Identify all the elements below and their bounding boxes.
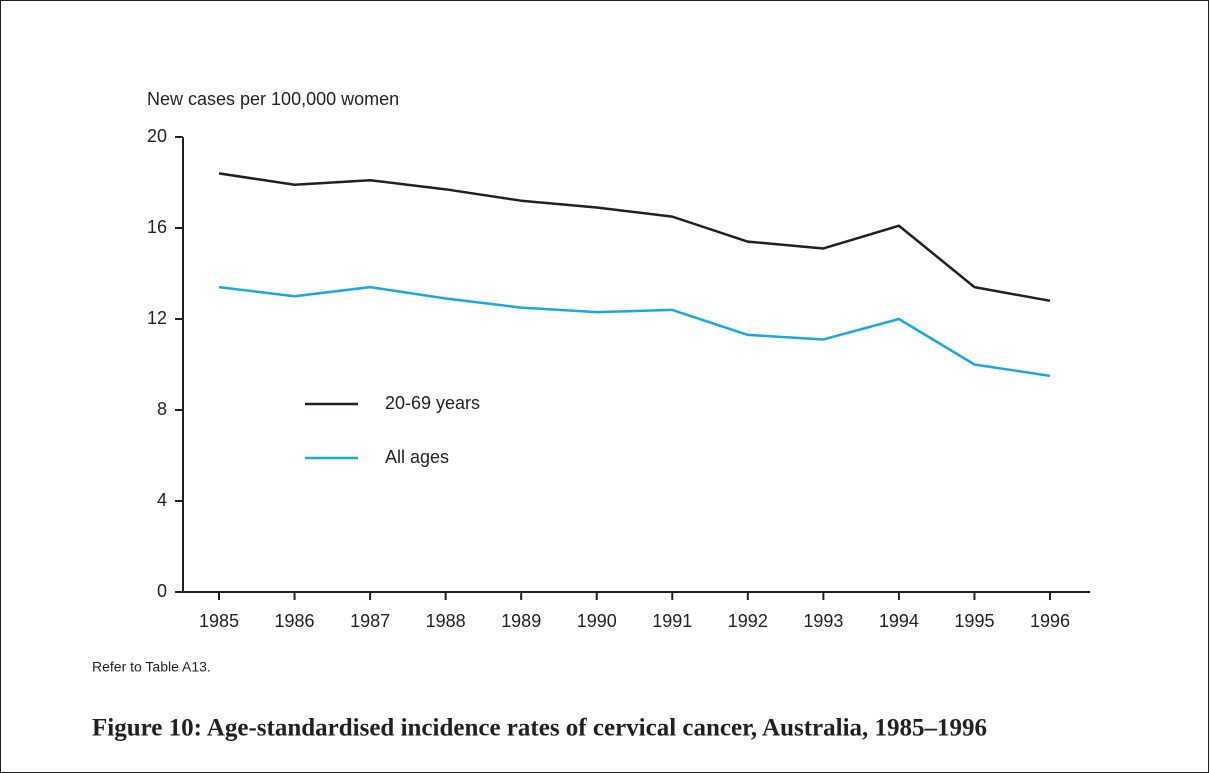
- x-tick-label: 1996: [1030, 611, 1070, 631]
- x-tick-label: 1988: [426, 611, 466, 631]
- y-axis-label: New cases per 100,000 women: [147, 89, 399, 109]
- y-tick-label: 0: [157, 581, 167, 601]
- caption: Figure 10: Age-standardised incidence ra…: [92, 715, 987, 742]
- x-tick-label: 1994: [879, 611, 919, 631]
- series-line: [218, 285, 1051, 378]
- x-tick-label: 1993: [803, 611, 843, 631]
- x-tick-label: 1990: [577, 611, 617, 631]
- note: Refer to Table A13.: [92, 659, 211, 675]
- y-tick-label: 8: [157, 399, 167, 419]
- y-tick-label: 16: [147, 217, 167, 237]
- x-tick-label: 1989: [501, 611, 541, 631]
- legend-label: All ages: [385, 447, 449, 467]
- legend-label: 20-69 years: [385, 393, 480, 413]
- x-tick-label: 1985: [199, 611, 239, 631]
- y-tick-label: 4: [157, 490, 167, 510]
- x-tick-label: 1986: [275, 611, 315, 631]
- series-line: [218, 172, 1051, 303]
- y-tick-label: 12: [147, 308, 167, 328]
- y-tick-label: 20: [147, 126, 167, 146]
- x-tick-label: 1992: [728, 611, 768, 631]
- x-tick-label: 1987: [350, 611, 390, 631]
- x-tick-label: 1995: [954, 611, 994, 631]
- x-tick-label: 1991: [652, 611, 692, 631]
